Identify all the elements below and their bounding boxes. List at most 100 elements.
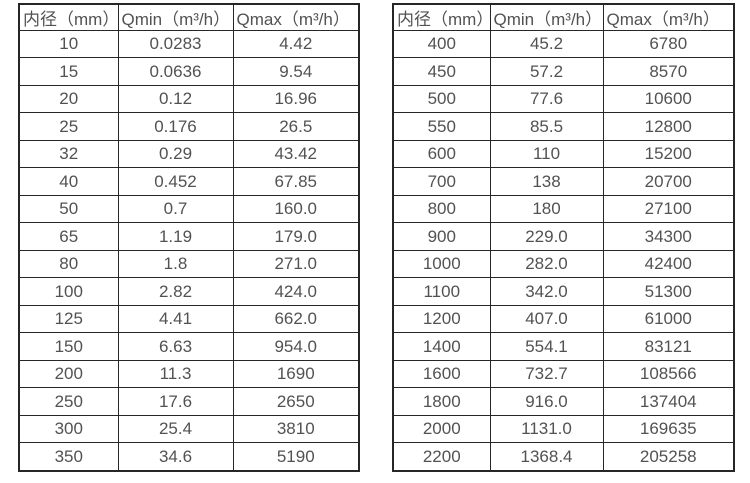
flow-table-large-diameters: 内径（mm） Qmin（m³/h） Qmax（m³/h） 400 45.2 6780… bbox=[392, 3, 735, 472]
table-row: 900 229.0 34300 bbox=[392, 222, 735, 251]
cell: 250 bbox=[18, 387, 119, 416]
cell: 1400 bbox=[392, 332, 491, 361]
cell: 0.452 bbox=[117, 167, 234, 196]
header-row: 内径（mm） Qmin（m³/h） Qmax（m³/h） bbox=[18, 3, 360, 31]
cell: 229.0 bbox=[489, 222, 604, 251]
cell: 500 bbox=[392, 84, 491, 114]
cell: 1.8 bbox=[117, 249, 234, 279]
cell: 0.176 bbox=[117, 112, 234, 141]
table-row: 2000 1131.0 169635 bbox=[392, 414, 735, 444]
cell: 2650 bbox=[232, 387, 360, 416]
table-body: 400 45.2 6780 450 57.2 8570 500 77.6 10600 550 85.… bbox=[392, 29, 735, 472]
cell: 100 bbox=[18, 277, 119, 306]
table-body: 10 0.0283 4.42 15 0.0636 9.54 20 0.12 16.96 25 0.1… bbox=[18, 29, 360, 472]
cell: 400 bbox=[392, 29, 491, 59]
cell: 25 bbox=[18, 112, 119, 141]
cell: 0.29 bbox=[117, 139, 234, 169]
cell: 954.0 bbox=[232, 332, 360, 361]
cell: 10 bbox=[18, 29, 119, 59]
cell: 6.63 bbox=[117, 332, 234, 361]
cell: 282.0 bbox=[489, 249, 604, 279]
cell: 125 bbox=[18, 304, 119, 334]
table-row: 600 110 15200 bbox=[392, 139, 735, 169]
cell: 51300 bbox=[602, 277, 735, 306]
cell: 42400 bbox=[602, 249, 735, 279]
table-row: 25 0.176 26.5 bbox=[18, 112, 360, 141]
cell: 271.0 bbox=[232, 249, 360, 279]
cell: 57.2 bbox=[489, 57, 604, 86]
cell: 77.6 bbox=[489, 84, 604, 114]
cell: 10600 bbox=[602, 84, 735, 114]
cell: 700 bbox=[392, 167, 491, 196]
cell: 150 bbox=[18, 332, 119, 361]
cell: 32 bbox=[18, 139, 119, 169]
table-row: 400 45.2 6780 bbox=[392, 29, 735, 59]
col-header-diameter: 内径（mm） bbox=[392, 3, 491, 31]
cell: 45.2 bbox=[489, 29, 604, 59]
cell: 169635 bbox=[602, 414, 735, 444]
cell: 137404 bbox=[602, 387, 735, 416]
table-row: 550 85.5 12800 bbox=[392, 112, 735, 141]
table-row: 1400 554.1 83121 bbox=[392, 332, 735, 361]
cell: 50 bbox=[18, 194, 119, 224]
table-row: 40 0.452 67.85 bbox=[18, 167, 360, 196]
table-row: 15 0.0636 9.54 bbox=[18, 57, 360, 86]
cell: 2200 bbox=[392, 442, 491, 472]
cell: 17.6 bbox=[117, 387, 234, 416]
table-row: 700 138 20700 bbox=[392, 167, 735, 196]
cell: 179.0 bbox=[232, 222, 360, 251]
cell: 916.0 bbox=[489, 387, 604, 416]
cell: 11.3 bbox=[117, 359, 234, 389]
table-row: 150 6.63 954.0 bbox=[18, 332, 360, 361]
table-row: 500 77.6 10600 bbox=[392, 84, 735, 114]
cell: 554.1 bbox=[489, 332, 604, 361]
cell: 4.42 bbox=[232, 29, 360, 59]
col-header-qmin: Qmin（m³/h） bbox=[117, 3, 234, 31]
table-row: 800 180 27100 bbox=[392, 194, 735, 224]
table-row: 2200 1368.4 205258 bbox=[392, 442, 735, 472]
cell: 43.42 bbox=[232, 139, 360, 169]
col-header-qmin: Qmin（m³/h） bbox=[489, 3, 604, 31]
table-row: 65 1.19 179.0 bbox=[18, 222, 360, 251]
cell: 1200 bbox=[392, 304, 491, 334]
cell: 6780 bbox=[602, 29, 735, 59]
table-row: 1100 342.0 51300 bbox=[392, 277, 735, 306]
cell: 732.7 bbox=[489, 359, 604, 389]
cell: 1000 bbox=[392, 249, 491, 279]
table-row: 350 34.6 5190 bbox=[18, 442, 360, 472]
cell: 160.0 bbox=[232, 194, 360, 224]
header-row: 内径（mm） Qmin（m³/h） Qmax（m³/h） bbox=[392, 3, 735, 31]
col-header-qmax: Qmax（m³/h） bbox=[232, 3, 360, 31]
cell: 1368.4 bbox=[489, 442, 604, 472]
cell: 0.7 bbox=[117, 194, 234, 224]
cell: 3810 bbox=[232, 414, 360, 444]
table-row: 20 0.12 16.96 bbox=[18, 84, 360, 114]
cell: 407.0 bbox=[489, 304, 604, 334]
cell: 4.41 bbox=[117, 304, 234, 334]
table-row: 125 4.41 662.0 bbox=[18, 304, 360, 334]
cell: 65 bbox=[18, 222, 119, 251]
table-row: 250 17.6 2650 bbox=[18, 387, 360, 416]
col-header-diameter: 内径（mm） bbox=[18, 3, 119, 31]
cell: 1600 bbox=[392, 359, 491, 389]
flow-table-small-diameters: 内径（mm） Qmin（m³/h） Qmax（m³/h） 10 0.0283 4.4… bbox=[18, 3, 360, 472]
cell: 1800 bbox=[392, 387, 491, 416]
cell: 1.19 bbox=[117, 222, 234, 251]
cell: 200 bbox=[18, 359, 119, 389]
table-row: 300 25.4 3810 bbox=[18, 414, 360, 444]
cell: 342.0 bbox=[489, 277, 604, 306]
cell: 550 bbox=[392, 112, 491, 141]
col-header-qmax: Qmax（m³/h） bbox=[602, 3, 735, 31]
cell: 110 bbox=[489, 139, 604, 169]
cell: 12800 bbox=[602, 112, 735, 141]
cell: 0.0283 bbox=[117, 29, 234, 59]
cell: 8570 bbox=[602, 57, 735, 86]
cell: 1690 bbox=[232, 359, 360, 389]
table-row: 1200 407.0 61000 bbox=[392, 304, 735, 334]
cell: 350 bbox=[18, 442, 119, 472]
cell: 20 bbox=[18, 84, 119, 114]
cell: 800 bbox=[392, 194, 491, 224]
table-row: 200 11.3 1690 bbox=[18, 359, 360, 389]
cell: 0.0636 bbox=[117, 57, 234, 86]
table-row: 450 57.2 8570 bbox=[392, 57, 735, 86]
